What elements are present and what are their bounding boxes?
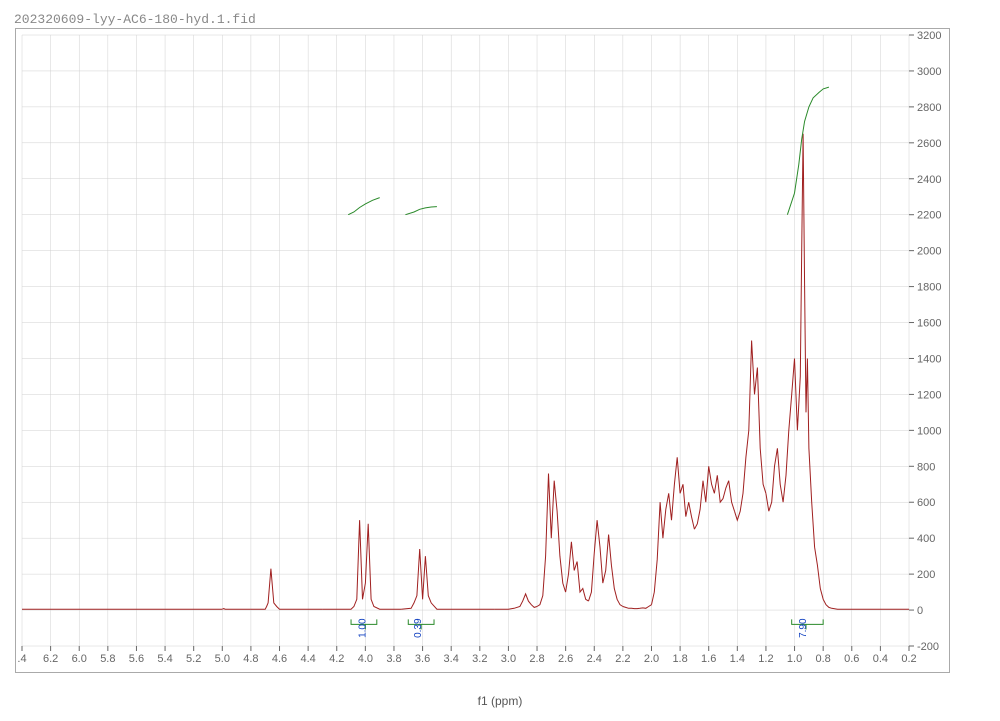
svg-text:4.2: 4.2 (329, 653, 344, 665)
svg-text:0.4: 0.4 (873, 653, 888, 665)
svg-text:5.6: 5.6 (129, 653, 144, 665)
integral-annotations: 1.00 0.39 7.90 (351, 618, 823, 638)
svg-text:1.00: 1.00 (357, 618, 368, 638)
svg-text:0.8: 0.8 (816, 653, 831, 665)
svg-text:4.0: 4.0 (358, 653, 373, 665)
svg-text:.4: .4 (17, 653, 26, 665)
plot-area: .4 6.2 6.0 5.8 5.6 5.4 5.2 5.0 4.8 4.6 4.4 4.2 4.0 3.… (15, 28, 950, 673)
svg-text:4.6: 4.6 (272, 653, 287, 665)
svg-text:1600: 1600 (917, 318, 941, 330)
svg-text:3.2: 3.2 (472, 653, 487, 665)
svg-text:0.6: 0.6 (844, 653, 859, 665)
svg-text:0.39: 0.39 (413, 618, 424, 638)
svg-text:4.4: 4.4 (300, 653, 315, 665)
svg-text:1.4: 1.4 (730, 653, 745, 665)
y-axis-right: -200 0 200 400 600 800 1000 1200 1400 1600 1800 200… (909, 30, 941, 653)
svg-text:600: 600 (917, 497, 935, 509)
svg-text:5.8: 5.8 (100, 653, 115, 665)
svg-text:4.8: 4.8 (243, 653, 258, 665)
nmr-plot-container: 202320609-lyy-AC6-180-hyd.1.fid .4 6.2 6.0… (10, 10, 990, 710)
svg-text:3.8: 3.8 (386, 653, 401, 665)
svg-text:1000: 1000 (917, 425, 941, 437)
svg-text:5.0: 5.0 (215, 653, 230, 665)
plot-title: 202320609-lyy-AC6-180-hyd.1.fid (14, 12, 256, 27)
svg-text:2.4: 2.4 (587, 653, 602, 665)
svg-text:2800: 2800 (917, 102, 941, 114)
svg-text:1800: 1800 (917, 282, 941, 294)
svg-text:2.2: 2.2 (615, 653, 630, 665)
svg-text:7.90: 7.90 (798, 618, 809, 638)
svg-text:1.8: 1.8 (672, 653, 687, 665)
svg-text:3200: 3200 (917, 30, 941, 42)
x-axis-label: f1 (ppm) (478, 694, 523, 708)
svg-text:800: 800 (917, 461, 935, 473)
gridlines (22, 35, 909, 646)
svg-text:200: 200 (917, 569, 935, 581)
svg-text:6.0: 6.0 (72, 653, 87, 665)
integral-curves (348, 87, 829, 215)
svg-text:2600: 2600 (917, 138, 941, 150)
svg-text:2000: 2000 (917, 246, 941, 258)
svg-text:-200: -200 (917, 641, 939, 653)
svg-text:2200: 2200 (917, 210, 941, 222)
svg-text:1.2: 1.2 (758, 653, 773, 665)
plot-svg: .4 6.2 6.0 5.8 5.6 5.4 5.2 5.0 4.8 4.6 4.4 4.2 4.0 3.… (16, 29, 951, 674)
svg-text:2.0: 2.0 (644, 653, 659, 665)
svg-text:3.6: 3.6 (415, 653, 430, 665)
svg-text:2.6: 2.6 (558, 653, 573, 665)
svg-text:5.2: 5.2 (186, 653, 201, 665)
svg-text:0.2: 0.2 (901, 653, 916, 665)
svg-text:1.0: 1.0 (787, 653, 802, 665)
svg-text:6.2: 6.2 (43, 653, 58, 665)
svg-text:400: 400 (917, 533, 935, 545)
svg-text:1.6: 1.6 (701, 653, 716, 665)
svg-text:2.8: 2.8 (529, 653, 544, 665)
svg-text:3.0: 3.0 (501, 653, 516, 665)
svg-text:3.4: 3.4 (444, 653, 459, 665)
x-axis: .4 6.2 6.0 5.8 5.6 5.4 5.2 5.0 4.8 4.6 4.4 4.2 4.0 3.… (17, 646, 916, 665)
svg-text:1200: 1200 (917, 389, 941, 401)
svg-text:2400: 2400 (917, 174, 941, 186)
svg-text:5.4: 5.4 (157, 653, 172, 665)
svg-text:1400: 1400 (917, 353, 941, 365)
spectrum (22, 134, 909, 609)
svg-text:0: 0 (917, 605, 923, 617)
svg-text:3000: 3000 (917, 66, 941, 78)
